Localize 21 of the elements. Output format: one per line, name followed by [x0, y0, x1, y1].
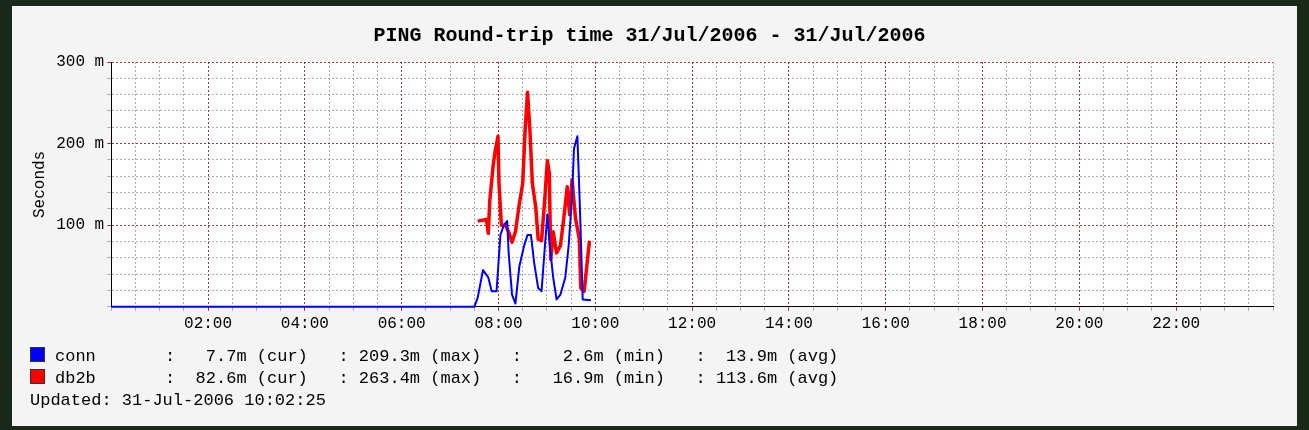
x-tick-label: 10:00 [571, 314, 620, 333]
y-tick-label: 200 m [56, 134, 105, 153]
x-tick-label: 12:00 [668, 314, 717, 333]
x-tick-label: 08:00 [474, 314, 523, 333]
x-tick-label: 16:00 [861, 314, 910, 333]
x-tick-label: 02:00 [184, 314, 233, 333]
x-tick-label: 04:00 [280, 314, 329, 333]
x-tick-label: 06:00 [377, 314, 426, 333]
y-axis-title: Seconds [30, 150, 49, 219]
x-tick-label: 14:00 [764, 314, 813, 333]
x-tick-label: 22:00 [1152, 314, 1201, 333]
x-tick-label: 18:00 [958, 314, 1007, 333]
y-tick-label: 300 m [56, 53, 105, 72]
text: Updated: 31-Jul-2006 10:02:25 [30, 390, 327, 412]
text: : 82.6m (cur) : 263.4m (max) : 16.9m (min) : 113.6m (avg) [165, 369, 839, 388]
chart-title: PING Round-trip time 31/Jul/2006 - 31/Jul/2006 [373, 24, 926, 48]
legend-label: db2b [55, 368, 97, 390]
y-tick-label: 100 m [56, 216, 105, 235]
legend-label: conn [55, 346, 97, 368]
text: : 7.7m (cur) : 209.3m (max) : 2.6m (min) : 13.9m (avg) [165, 347, 839, 366]
x-tick-label: 20:00 [1055, 314, 1104, 333]
